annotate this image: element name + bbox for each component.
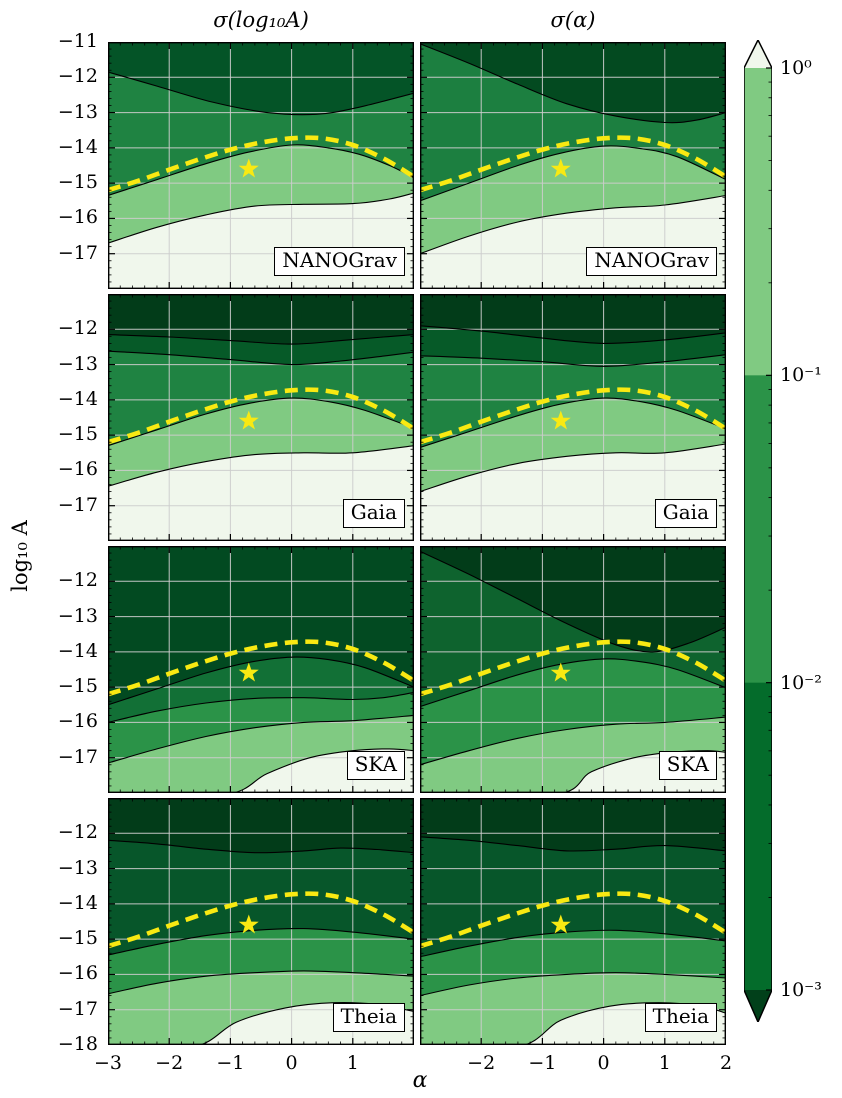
panel-gaia-sigma-logA: Gaia <box>108 294 414 541</box>
injection-star <box>238 662 259 682</box>
panel-label: Gaia <box>654 499 717 528</box>
panel-gaia-sigma-alpha: Gaia <box>420 294 726 541</box>
y-tick-label: −13 <box>57 856 98 879</box>
panel-label: Theia <box>644 1003 717 1032</box>
y-tick-label: −16 <box>57 206 98 229</box>
x-tick-label: −1 <box>528 1052 557 1074</box>
y-tick-label: −11 <box>57 29 98 52</box>
contour-canvas <box>420 798 726 1045</box>
panel-label: NANOGrav <box>586 247 717 276</box>
panel-nanograv-sigma-logA: NANOGrav <box>108 42 414 289</box>
colorbar-over-arrow <box>744 40 772 68</box>
x-tick-label: −3 <box>93 1052 123 1074</box>
colorbar-tick-label: 10⁰ <box>780 57 812 79</box>
y-tick-label: −15 <box>57 675 98 698</box>
panel-label: SKA <box>658 751 717 780</box>
y-tick-label: −14 <box>57 891 98 914</box>
y-tick-label: −17 <box>57 241 98 264</box>
contour-canvas <box>108 798 414 1045</box>
y-tick-label: −12 <box>57 65 98 88</box>
y-tick-label: −14 <box>57 387 98 410</box>
y-tick-label: −12 <box>57 821 98 844</box>
y-tick-label: −17 <box>57 997 98 1020</box>
x-tick-label: −1 <box>216 1052 245 1074</box>
contour-canvas <box>108 42 414 289</box>
contour-canvas <box>420 42 726 289</box>
x-tick-label: −2 <box>467 1052 496 1074</box>
y-tick-label: −15 <box>57 171 98 194</box>
colorbar-tick-label: 10⁻² <box>780 671 822 694</box>
y-tick-label: −18 <box>57 1032 98 1055</box>
panel-label: Gaia <box>342 499 405 528</box>
x-tick-label: 1 <box>658 1052 671 1074</box>
colorbar-tick-label: 10⁻³ <box>780 979 822 1001</box>
x-tick-label: 2 <box>719 1052 733 1074</box>
y-tick-label: −14 <box>57 135 98 158</box>
y-tick-label: −13 <box>57 352 98 375</box>
y-tick-label: −17 <box>57 745 98 768</box>
y-tick-label: −16 <box>57 710 98 733</box>
y-tick-label: −13 <box>57 100 98 123</box>
x-tick-label: −2 <box>155 1052 184 1074</box>
y-tick-label: −16 <box>57 458 98 481</box>
panel-label: NANOGrav <box>274 247 405 276</box>
panel-theia-sigma-alpha: Theia <box>420 798 726 1045</box>
x-axis-label: α <box>412 1068 428 1093</box>
y-tick-label: −15 <box>57 423 98 446</box>
injection-star <box>238 914 259 934</box>
colorbar-tick-label: 10⁻¹ <box>780 364 822 387</box>
y-tick-label: −14 <box>57 639 98 662</box>
x-tick-label: 1 <box>346 1052 359 1074</box>
y-tick-label: −13 <box>57 604 98 627</box>
y-axis-label: log₁₀ A <box>8 520 32 592</box>
x-tick-label: 0 <box>597 1052 610 1074</box>
colorbar-under-arrow <box>744 990 772 1022</box>
colorbar-scale <box>744 40 772 1022</box>
y-tick-label: −16 <box>57 962 98 985</box>
y-tick-label: −12 <box>57 317 98 340</box>
contour-canvas <box>420 546 726 793</box>
injection-star <box>550 662 571 682</box>
injection-star <box>238 410 259 430</box>
panel-nanograv-sigma-alpha: NANOGrav <box>420 42 726 289</box>
panel-theia-sigma-logA: Theia <box>108 798 414 1045</box>
panel-label: SKA <box>346 751 405 780</box>
x-tick-label: 0 <box>285 1052 298 1074</box>
injection-star <box>238 158 259 178</box>
contour-canvas <box>108 546 414 793</box>
injection-star <box>550 410 571 430</box>
y-tick-label: −15 <box>57 927 98 950</box>
injection-star <box>550 158 571 178</box>
column-title-sigma-logA: σ(log₁₀A) <box>213 8 309 32</box>
panel-label: Theia <box>332 1003 405 1032</box>
injection-star <box>550 914 571 934</box>
panel-ska-sigma-logA: SKA <box>108 546 414 793</box>
column-title-sigma-alpha: σ(α) <box>550 8 596 32</box>
panel-ska-sigma-alpha: SKA <box>420 546 726 793</box>
y-tick-label: −17 <box>57 493 98 516</box>
y-tick-label: −12 <box>57 569 98 592</box>
